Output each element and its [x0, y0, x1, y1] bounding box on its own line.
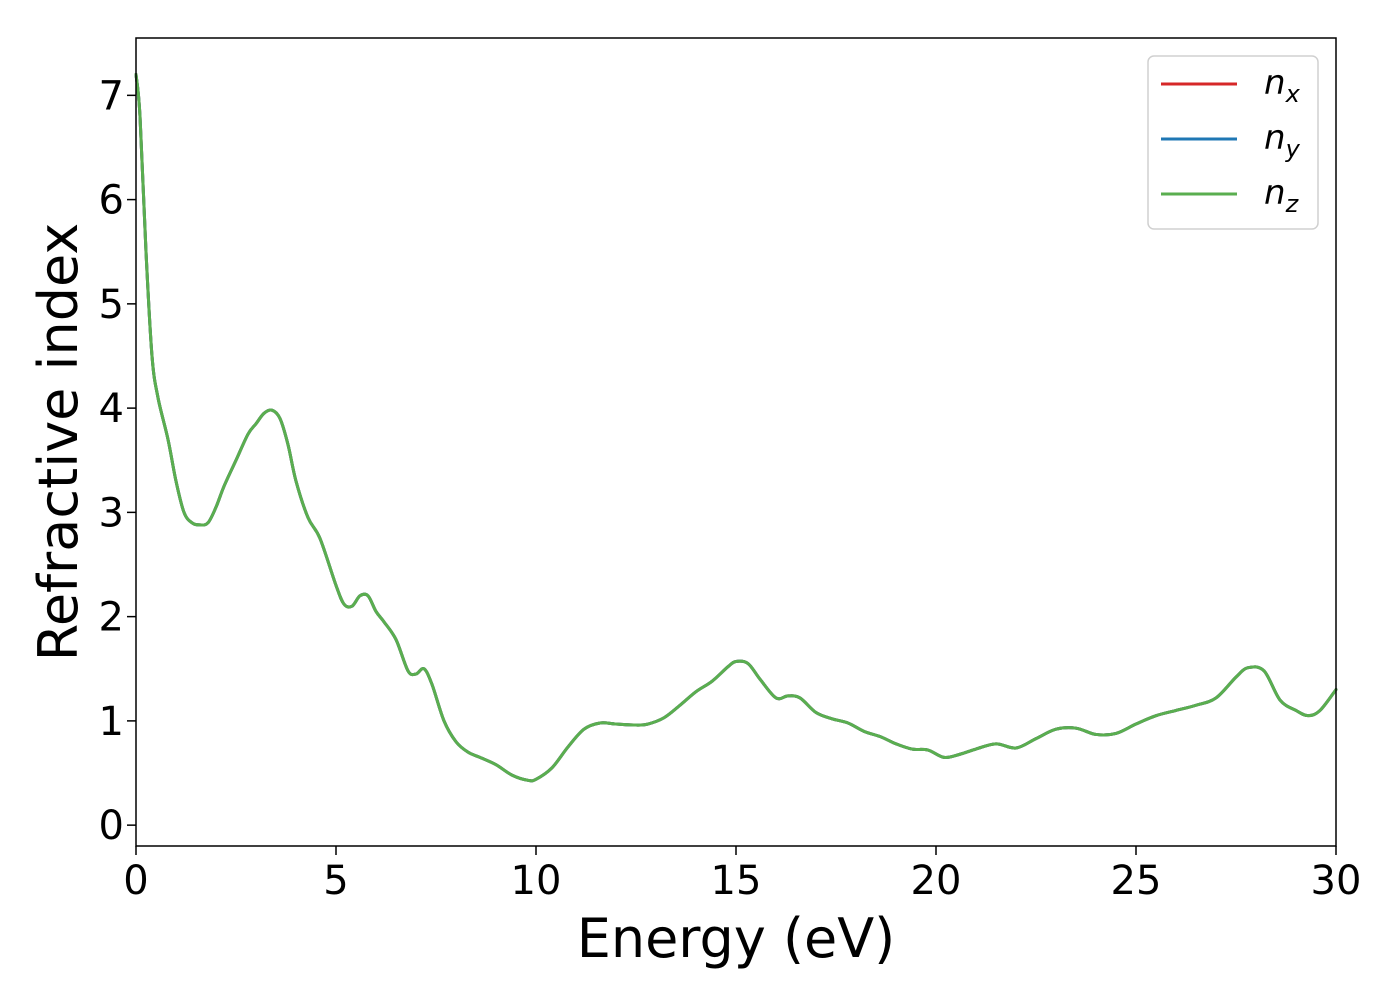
ticks-layer: 0 5 10 15 20 25 30 0 1 2 3 4 5 6 7 [99, 73, 1362, 904]
legend-box [1147, 55, 1319, 230]
legend: nx ny nz [1147, 55, 1319, 230]
legend-label-ny: ny [1264, 118, 1301, 163]
y-tick-label: 3 [99, 490, 124, 536]
x-tick-label: 5 [323, 858, 348, 904]
y-tick-label: 4 [99, 386, 124, 432]
x-tick-label: 30 [1311, 858, 1362, 904]
y-tick-label: 6 [99, 178, 124, 224]
x-tick-label: 10 [511, 858, 562, 904]
x-tick-label: 15 [711, 858, 762, 904]
y-tick-label: 7 [99, 73, 124, 119]
y-tick-label: 2 [99, 595, 124, 641]
series-line-nz [134, 72, 1338, 783]
y-tick-label: 1 [99, 699, 124, 745]
x-tick-label: 25 [1111, 858, 1162, 904]
y-axis-label: Refractive index [27, 223, 90, 662]
series-layer [134, 72, 1338, 783]
x-tick-label: 0 [123, 858, 148, 904]
legend-label-nx: nx [1264, 63, 1301, 108]
x-tick-label: 20 [911, 858, 962, 904]
legend-label-nz: nz [1264, 173, 1300, 218]
y-tick-label: 0 [99, 803, 124, 849]
y-tick-label: 5 [99, 282, 124, 328]
x-axis-label: Energy (eV) [577, 907, 896, 970]
